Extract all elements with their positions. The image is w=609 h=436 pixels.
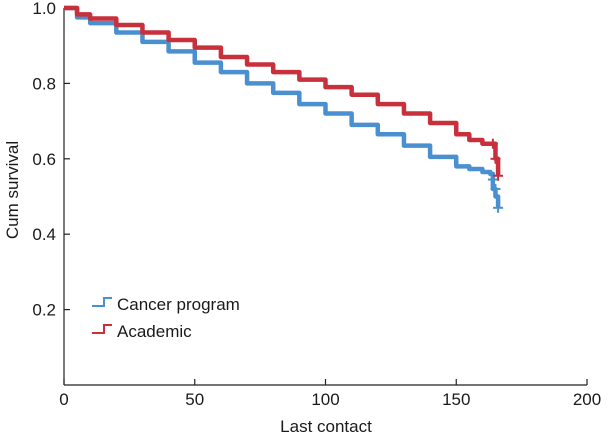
y-tick-label: 0.8 — [32, 74, 56, 93]
legend: Cancer program Academic — [92, 295, 240, 341]
censor-mark-cancer-program — [490, 183, 501, 194]
y-tick-label: 0.4 — [32, 225, 56, 244]
legend-key-academic — [92, 324, 112, 334]
censor-mark-cancer-program — [487, 174, 498, 185]
y-tick-label: 1.0 — [32, 0, 56, 18]
x-tick-label: 150 — [442, 390, 470, 409]
censor-mark-academic — [490, 153, 501, 164]
x-tick-label: 200 — [573, 390, 601, 409]
censor-mark-cancer-program — [493, 202, 504, 213]
y-tick-label: 0.2 — [32, 301, 56, 320]
x-tick-label: 50 — [185, 390, 204, 409]
legend-key-cancer-program — [92, 297, 112, 307]
series-line-academic — [64, 5, 501, 176]
legend-label-academic: Academic — [117, 322, 192, 341]
series-line-cancer-program — [64, 5, 501, 208]
censor-mark-academic — [487, 138, 498, 149]
y-tick-label: 0.6 — [32, 150, 56, 169]
legend-item-cancer-program: Cancer program — [92, 295, 240, 314]
series-layer — [64, 5, 504, 213]
censor-mark-academic — [493, 170, 504, 181]
x-tick-label: 0 — [59, 390, 68, 409]
legend-label-cancer-program: Cancer program — [117, 295, 240, 314]
x-tick-label: 100 — [311, 390, 339, 409]
axes: 0 50 100 150 200 0.2 0.4 0.6 0.8 1.0 — [32, 0, 601, 409]
legend-item-academic: Academic — [92, 322, 192, 341]
y-axis-label: Cum survival — [3, 141, 22, 239]
x-axis-label: Last contact — [280, 417, 372, 436]
